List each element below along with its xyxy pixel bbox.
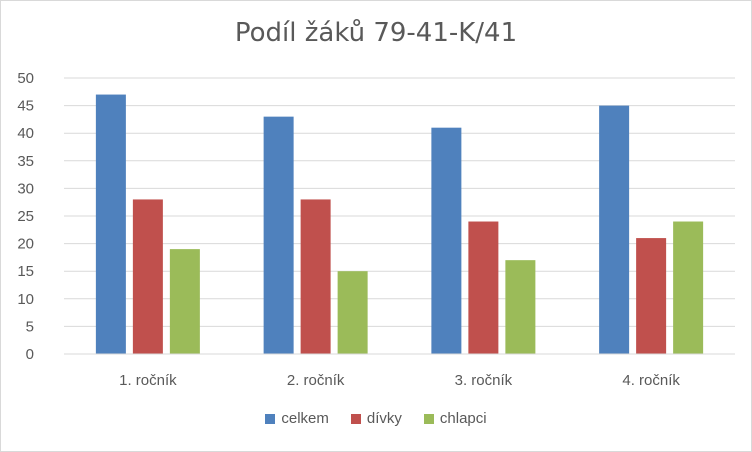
bar: [431, 127, 462, 355]
y-tick-label: 20: [17, 236, 34, 253]
y-tick-label: 40: [17, 125, 34, 142]
legend-swatch-celkem: [265, 413, 276, 424]
legend-swatch-divky: [350, 413, 361, 424]
bar: [468, 221, 499, 354]
legend-item-chlapci: chlapci: [423, 410, 487, 427]
legend-swatch-chlapci: [423, 413, 434, 424]
bar: [263, 116, 294, 354]
bar: [636, 238, 667, 354]
y-tick-label: 5: [26, 318, 34, 335]
bar: [132, 199, 163, 354]
chart-title: Podíl žáků 79-41-K/41: [234, 18, 518, 48]
legend-item-celkem: celkem: [265, 410, 329, 427]
x-tick-label: 3. ročník: [455, 372, 513, 389]
legend-label-chlapci: chlapci: [439, 410, 487, 427]
bar: [300, 199, 331, 354]
legend: celkem dívky chlapci: [0, 410, 752, 427]
y-tick-label: 15: [17, 263, 34, 280]
bar: [673, 221, 704, 354]
y-tick-label: 35: [17, 153, 34, 170]
y-tick-label: 50: [17, 70, 34, 87]
bar: [95, 94, 126, 354]
y-tick-label: 45: [17, 98, 34, 115]
bar: [505, 260, 536, 354]
y-tick-label: 25: [17, 208, 34, 225]
bar: [337, 271, 368, 354]
legend-item-divky: dívky: [350, 410, 402, 427]
y-tick-label: 0: [26, 346, 34, 363]
x-tick-label: 1. ročník: [119, 372, 177, 389]
bar: [169, 249, 200, 354]
y-tick-label: 10: [17, 291, 34, 308]
legend-label-divky: dívky: [366, 410, 402, 427]
legend-label-celkem: celkem: [281, 410, 329, 427]
x-tick-label: 4. ročník: [622, 372, 680, 389]
y-tick-label: 30: [17, 180, 34, 197]
x-tick-label: 2. ročník: [287, 372, 345, 389]
bar: [599, 105, 630, 354]
